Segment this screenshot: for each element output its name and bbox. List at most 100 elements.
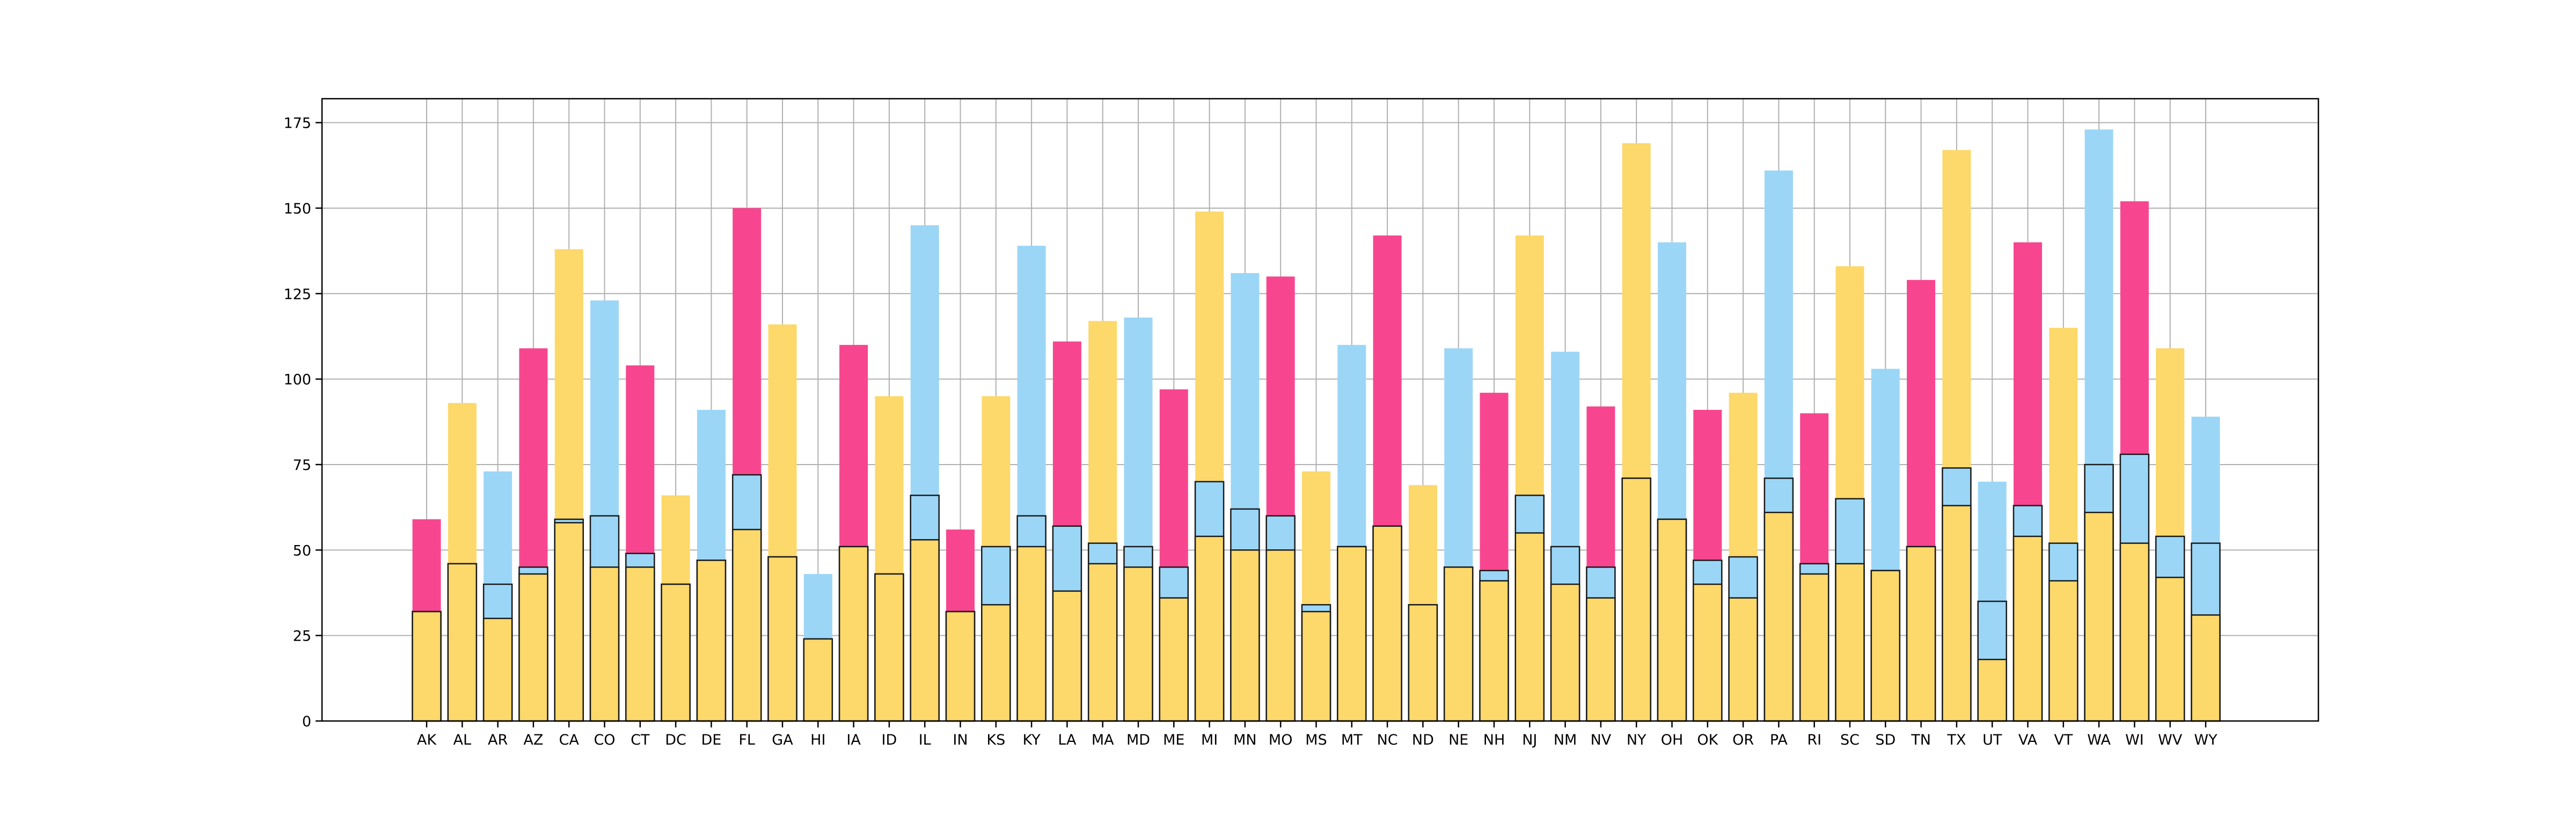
x-tick-label: NY <box>1627 732 1646 748</box>
x-tick-label: WV <box>2158 732 2183 748</box>
x-tick-label: GA <box>772 732 793 748</box>
bar-base-pa <box>1763 511 1794 722</box>
bar-base-ia <box>838 546 869 722</box>
bar-base-wi <box>2119 542 2150 722</box>
bar-base-ma <box>1087 563 1118 722</box>
x-tick-label: NJ <box>1522 732 1537 748</box>
x-tick-label: OH <box>1661 732 1684 748</box>
x-tick-label: AK <box>417 732 437 748</box>
bar-base-tx <box>1942 505 1972 722</box>
x-tick-label: KY <box>1022 732 1041 748</box>
bar-base-ak <box>412 610 442 722</box>
bar-base-co <box>589 566 620 722</box>
bar-base-md <box>1123 566 1153 722</box>
x-tick-label: VT <box>2054 732 2073 748</box>
bar-base-az <box>518 573 548 722</box>
bar-base-ga <box>767 556 797 722</box>
bar-base-ne <box>1443 566 1474 722</box>
x-tick-label: NH <box>1483 732 1505 748</box>
x-tick-label: WA <box>2087 732 2111 748</box>
x-tick-label: NC <box>1377 732 1398 748</box>
bar-base-ok <box>1693 583 1723 722</box>
x-tick-label: SC <box>1840 732 1860 748</box>
bar-base-mi <box>1194 535 1225 722</box>
bar-base-la <box>1052 590 1082 722</box>
bar-base-id <box>874 573 904 722</box>
x-tick-label: MN <box>1233 732 1257 748</box>
bar-base-ny <box>1621 477 1651 722</box>
y-tick-label: 175 <box>283 115 311 132</box>
bar-base-sd <box>1870 570 1901 722</box>
x-tick-label: MI <box>1201 732 1218 748</box>
bar-base-mo <box>1265 549 1296 722</box>
bar-base-de <box>696 560 727 722</box>
x-tick-label: AL <box>453 732 472 748</box>
x-tick-label: FL <box>738 732 755 748</box>
y-tick-label: 0 <box>302 713 311 730</box>
bar-base-sc <box>1835 563 1865 722</box>
bar-base-oh <box>1657 518 1687 722</box>
x-tick-label: AR <box>488 732 508 748</box>
bar-base-ri <box>1799 573 1829 722</box>
bar-base-ar <box>482 617 513 722</box>
bar-base-nd <box>1408 604 1438 722</box>
y-tick-label: 50 <box>293 542 311 559</box>
y-tick-label: 75 <box>293 457 311 474</box>
bar-base-nv <box>1586 597 1616 722</box>
x-tick-label: OR <box>1732 732 1754 748</box>
x-tick-label: MA <box>1092 732 1114 748</box>
x-tick-label: DC <box>665 732 686 748</box>
bar-base-dc <box>661 583 691 722</box>
x-tick-label: TX <box>1946 732 1966 748</box>
y-tick-label: 25 <box>293 628 311 645</box>
bar-base-wa <box>2084 511 2114 722</box>
bar-base-tn <box>1906 546 1936 722</box>
y-axis-ticks: 0 25 50 75 100 125 150 175 <box>283 115 322 730</box>
bar-base-nj <box>1514 532 1545 722</box>
x-axis-ticks: AK AL AR AZ CA CO CT DC DE FL GA HI IA ID IL IN KS KY LA MA… <box>417 721 2218 748</box>
x-tick-label: PA <box>1770 732 1788 748</box>
x-tick-label: KS <box>986 732 1005 748</box>
bar-base-or <box>1728 597 1758 722</box>
y-tick-label: 100 <box>283 372 311 388</box>
x-tick-label: CO <box>594 732 615 748</box>
x-tick-label: AZ <box>523 732 543 748</box>
bar-base-fl <box>731 528 762 722</box>
bar-base-nh <box>1479 580 1509 722</box>
bar-base-ms <box>1301 610 1331 722</box>
x-tick-label: ID <box>882 732 897 748</box>
x-tick-label: SD <box>1875 732 1896 748</box>
x-tick-label: CA <box>559 732 580 748</box>
x-tick-label: ND <box>1412 732 1434 748</box>
x-tick-label: VA <box>2018 732 2038 748</box>
x-tick-label: MO <box>1269 732 1293 748</box>
x-tick-label: WY <box>2194 732 2218 748</box>
x-tick-label: OK <box>1697 732 1718 748</box>
x-tick-label: WI <box>2125 732 2144 748</box>
x-tick-label: NV <box>1591 732 1612 748</box>
x-tick-label: MD <box>1126 732 1150 748</box>
bar-base-nm <box>1550 583 1580 722</box>
x-tick-label: IN <box>953 732 968 748</box>
bar-base-mt <box>1337 546 1367 722</box>
x-tick-label: ME <box>1163 732 1184 748</box>
bar-base-ky <box>1016 546 1046 722</box>
bar-base-ks <box>981 604 1011 722</box>
bar-base-hi <box>803 638 833 722</box>
x-tick-label: IA <box>846 732 861 748</box>
bar-base-in <box>945 610 976 722</box>
plot-frame <box>321 98 2319 722</box>
x-tick-label: RI <box>1807 732 1821 748</box>
bar-base-il <box>910 539 940 722</box>
x-tick-label: TN <box>1911 732 1931 748</box>
x-tick-label: HI <box>810 732 825 748</box>
y-tick-label: 125 <box>283 286 311 303</box>
bar-base-va <box>2012 535 2043 722</box>
bar-base-me <box>1159 597 1189 722</box>
x-tick-label: CT <box>631 732 650 748</box>
x-tick-label: MT <box>1341 732 1363 748</box>
bar-base-ca <box>554 522 584 722</box>
bar-base-wy <box>2191 614 2221 722</box>
x-tick-label: LA <box>1058 732 1077 748</box>
